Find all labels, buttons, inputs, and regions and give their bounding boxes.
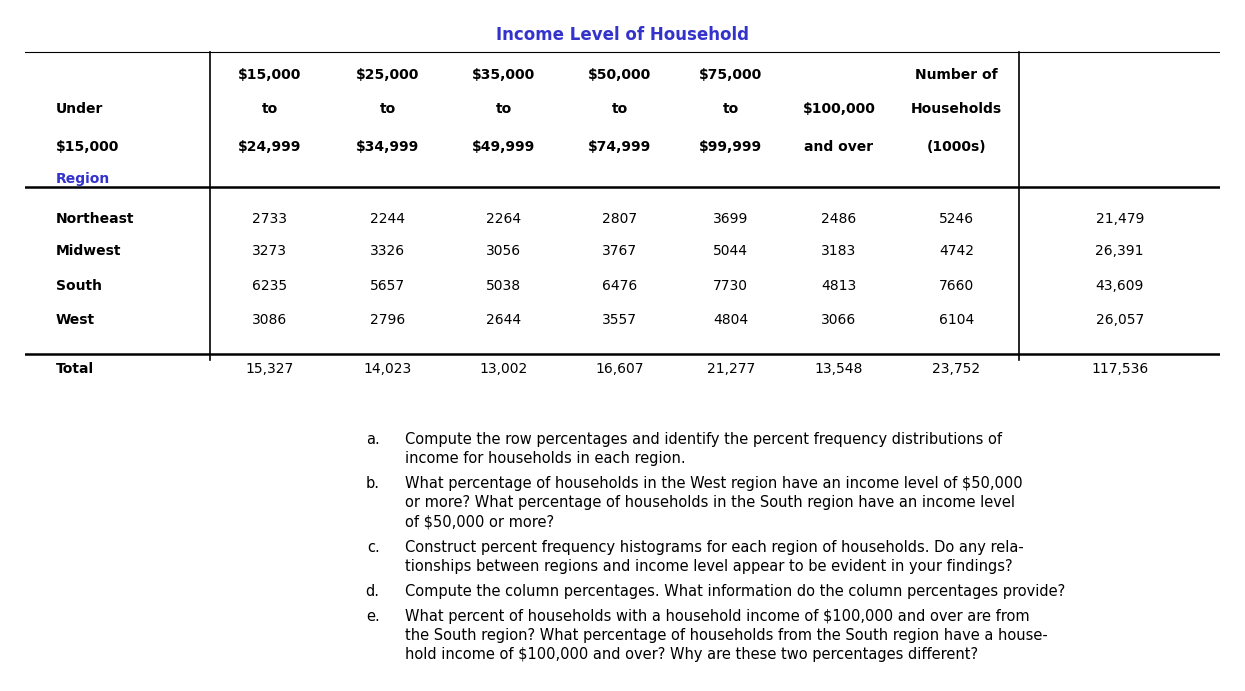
Text: 5044: 5044 bbox=[713, 245, 748, 258]
Text: $15,000: $15,000 bbox=[238, 68, 301, 82]
Text: $50,000: $50,000 bbox=[588, 68, 651, 82]
Text: 16,607: 16,607 bbox=[595, 362, 644, 376]
Text: 2486: 2486 bbox=[822, 212, 857, 226]
Text: $75,000: $75,000 bbox=[698, 68, 762, 82]
Text: 13,548: 13,548 bbox=[814, 362, 863, 376]
Text: e.: e. bbox=[366, 609, 380, 624]
Text: income for households in each region.: income for households in each region. bbox=[405, 451, 685, 466]
Text: 3086: 3086 bbox=[253, 313, 288, 327]
Text: 117,536: 117,536 bbox=[1091, 362, 1148, 376]
Text: 5246: 5246 bbox=[939, 212, 974, 226]
Text: the South region? What percentage of households from the South region have a hou: the South region? What percentage of hou… bbox=[405, 628, 1047, 643]
Text: $100,000: $100,000 bbox=[802, 102, 875, 116]
Text: 26,057: 26,057 bbox=[1096, 313, 1144, 327]
Text: 4742: 4742 bbox=[939, 245, 974, 258]
Text: and over: and over bbox=[804, 140, 874, 154]
Text: 26,391: 26,391 bbox=[1096, 245, 1144, 258]
Text: 3056: 3056 bbox=[486, 245, 522, 258]
Text: $49,999: $49,999 bbox=[472, 140, 535, 154]
Text: 4804: 4804 bbox=[713, 313, 748, 327]
Text: 3326: 3326 bbox=[370, 245, 405, 258]
Text: Households: Households bbox=[911, 102, 1002, 116]
Text: 3699: 3699 bbox=[713, 212, 748, 226]
Text: 21,277: 21,277 bbox=[707, 362, 754, 376]
Text: tionships between regions and income level appear to be evident in your findings: tionships between regions and income lev… bbox=[405, 559, 1012, 574]
Text: 2796: 2796 bbox=[370, 313, 406, 327]
Text: a.: a. bbox=[366, 432, 380, 447]
Text: South: South bbox=[56, 278, 102, 292]
Text: 4813: 4813 bbox=[822, 278, 857, 292]
Text: 23,752: 23,752 bbox=[933, 362, 981, 376]
Text: d.: d. bbox=[366, 584, 380, 599]
Text: 3183: 3183 bbox=[822, 245, 857, 258]
Text: to: to bbox=[722, 102, 738, 116]
Text: 15,327: 15,327 bbox=[245, 362, 294, 376]
Text: hold income of $100,000 and over? Why are these two percentages different?: hold income of $100,000 and over? Why ar… bbox=[405, 647, 977, 663]
Text: Compute the column percentages. What information do the column percentages provi: Compute the column percentages. What inf… bbox=[405, 584, 1064, 599]
Text: 2264: 2264 bbox=[486, 212, 522, 226]
Text: to: to bbox=[380, 102, 396, 116]
Text: 3557: 3557 bbox=[603, 313, 637, 327]
Text: 5657: 5657 bbox=[370, 278, 405, 292]
Text: 13,002: 13,002 bbox=[479, 362, 528, 376]
Text: c.: c. bbox=[367, 540, 380, 555]
Text: to: to bbox=[611, 102, 627, 116]
Text: $24,999: $24,999 bbox=[238, 140, 301, 154]
Text: b.: b. bbox=[366, 476, 380, 491]
Text: 6235: 6235 bbox=[253, 278, 288, 292]
Text: Compute the row percentages and identify the percent frequency distributions of: Compute the row percentages and identify… bbox=[405, 432, 1002, 447]
Text: What percent of households with a household income of $100,000 and over are from: What percent of households with a househ… bbox=[405, 609, 1030, 624]
Text: 3066: 3066 bbox=[822, 313, 857, 327]
Text: $34,999: $34,999 bbox=[356, 140, 420, 154]
Text: Region: Region bbox=[56, 172, 111, 186]
Text: Construct percent frequency histograms for each region of households. Do any rel: Construct percent frequency histograms f… bbox=[405, 540, 1023, 555]
Text: $99,999: $99,999 bbox=[700, 140, 762, 154]
Text: Northeast: Northeast bbox=[56, 212, 134, 226]
Text: $25,000: $25,000 bbox=[356, 68, 420, 82]
Text: of $50,000 or more?: of $50,000 or more? bbox=[405, 515, 554, 530]
Text: Total: Total bbox=[56, 362, 95, 376]
Text: What percentage of households in the West region have an income level of $50,000: What percentage of households in the Wes… bbox=[405, 476, 1022, 491]
Text: 21,479: 21,479 bbox=[1096, 212, 1144, 226]
Text: 2733: 2733 bbox=[253, 212, 288, 226]
Text: or more? What percentage of households in the South region have an income level: or more? What percentage of households i… bbox=[405, 495, 1015, 511]
Text: 3767: 3767 bbox=[601, 245, 637, 258]
Text: 7730: 7730 bbox=[713, 278, 748, 292]
Text: $15,000: $15,000 bbox=[56, 140, 120, 154]
Text: 6104: 6104 bbox=[939, 313, 974, 327]
Text: 2644: 2644 bbox=[486, 313, 522, 327]
Text: Under: Under bbox=[56, 102, 103, 116]
Text: to: to bbox=[261, 102, 278, 116]
Text: to: to bbox=[496, 102, 512, 116]
Text: 2807: 2807 bbox=[601, 212, 637, 226]
Text: 43,609: 43,609 bbox=[1096, 278, 1144, 292]
Text: 5038: 5038 bbox=[486, 278, 522, 292]
Text: 6476: 6476 bbox=[601, 278, 637, 292]
Text: Income Level of Household: Income Level of Household bbox=[496, 26, 749, 44]
Text: 3273: 3273 bbox=[253, 245, 288, 258]
Text: $74,999: $74,999 bbox=[588, 140, 651, 154]
Text: (1000s): (1000s) bbox=[926, 140, 986, 154]
Text: Midwest: Midwest bbox=[56, 245, 122, 258]
Text: 14,023: 14,023 bbox=[364, 362, 412, 376]
Text: West: West bbox=[56, 313, 95, 327]
Text: 2244: 2244 bbox=[370, 212, 405, 226]
Text: Number of: Number of bbox=[915, 68, 998, 82]
Text: 7660: 7660 bbox=[939, 278, 974, 292]
Text: $35,000: $35,000 bbox=[472, 68, 535, 82]
